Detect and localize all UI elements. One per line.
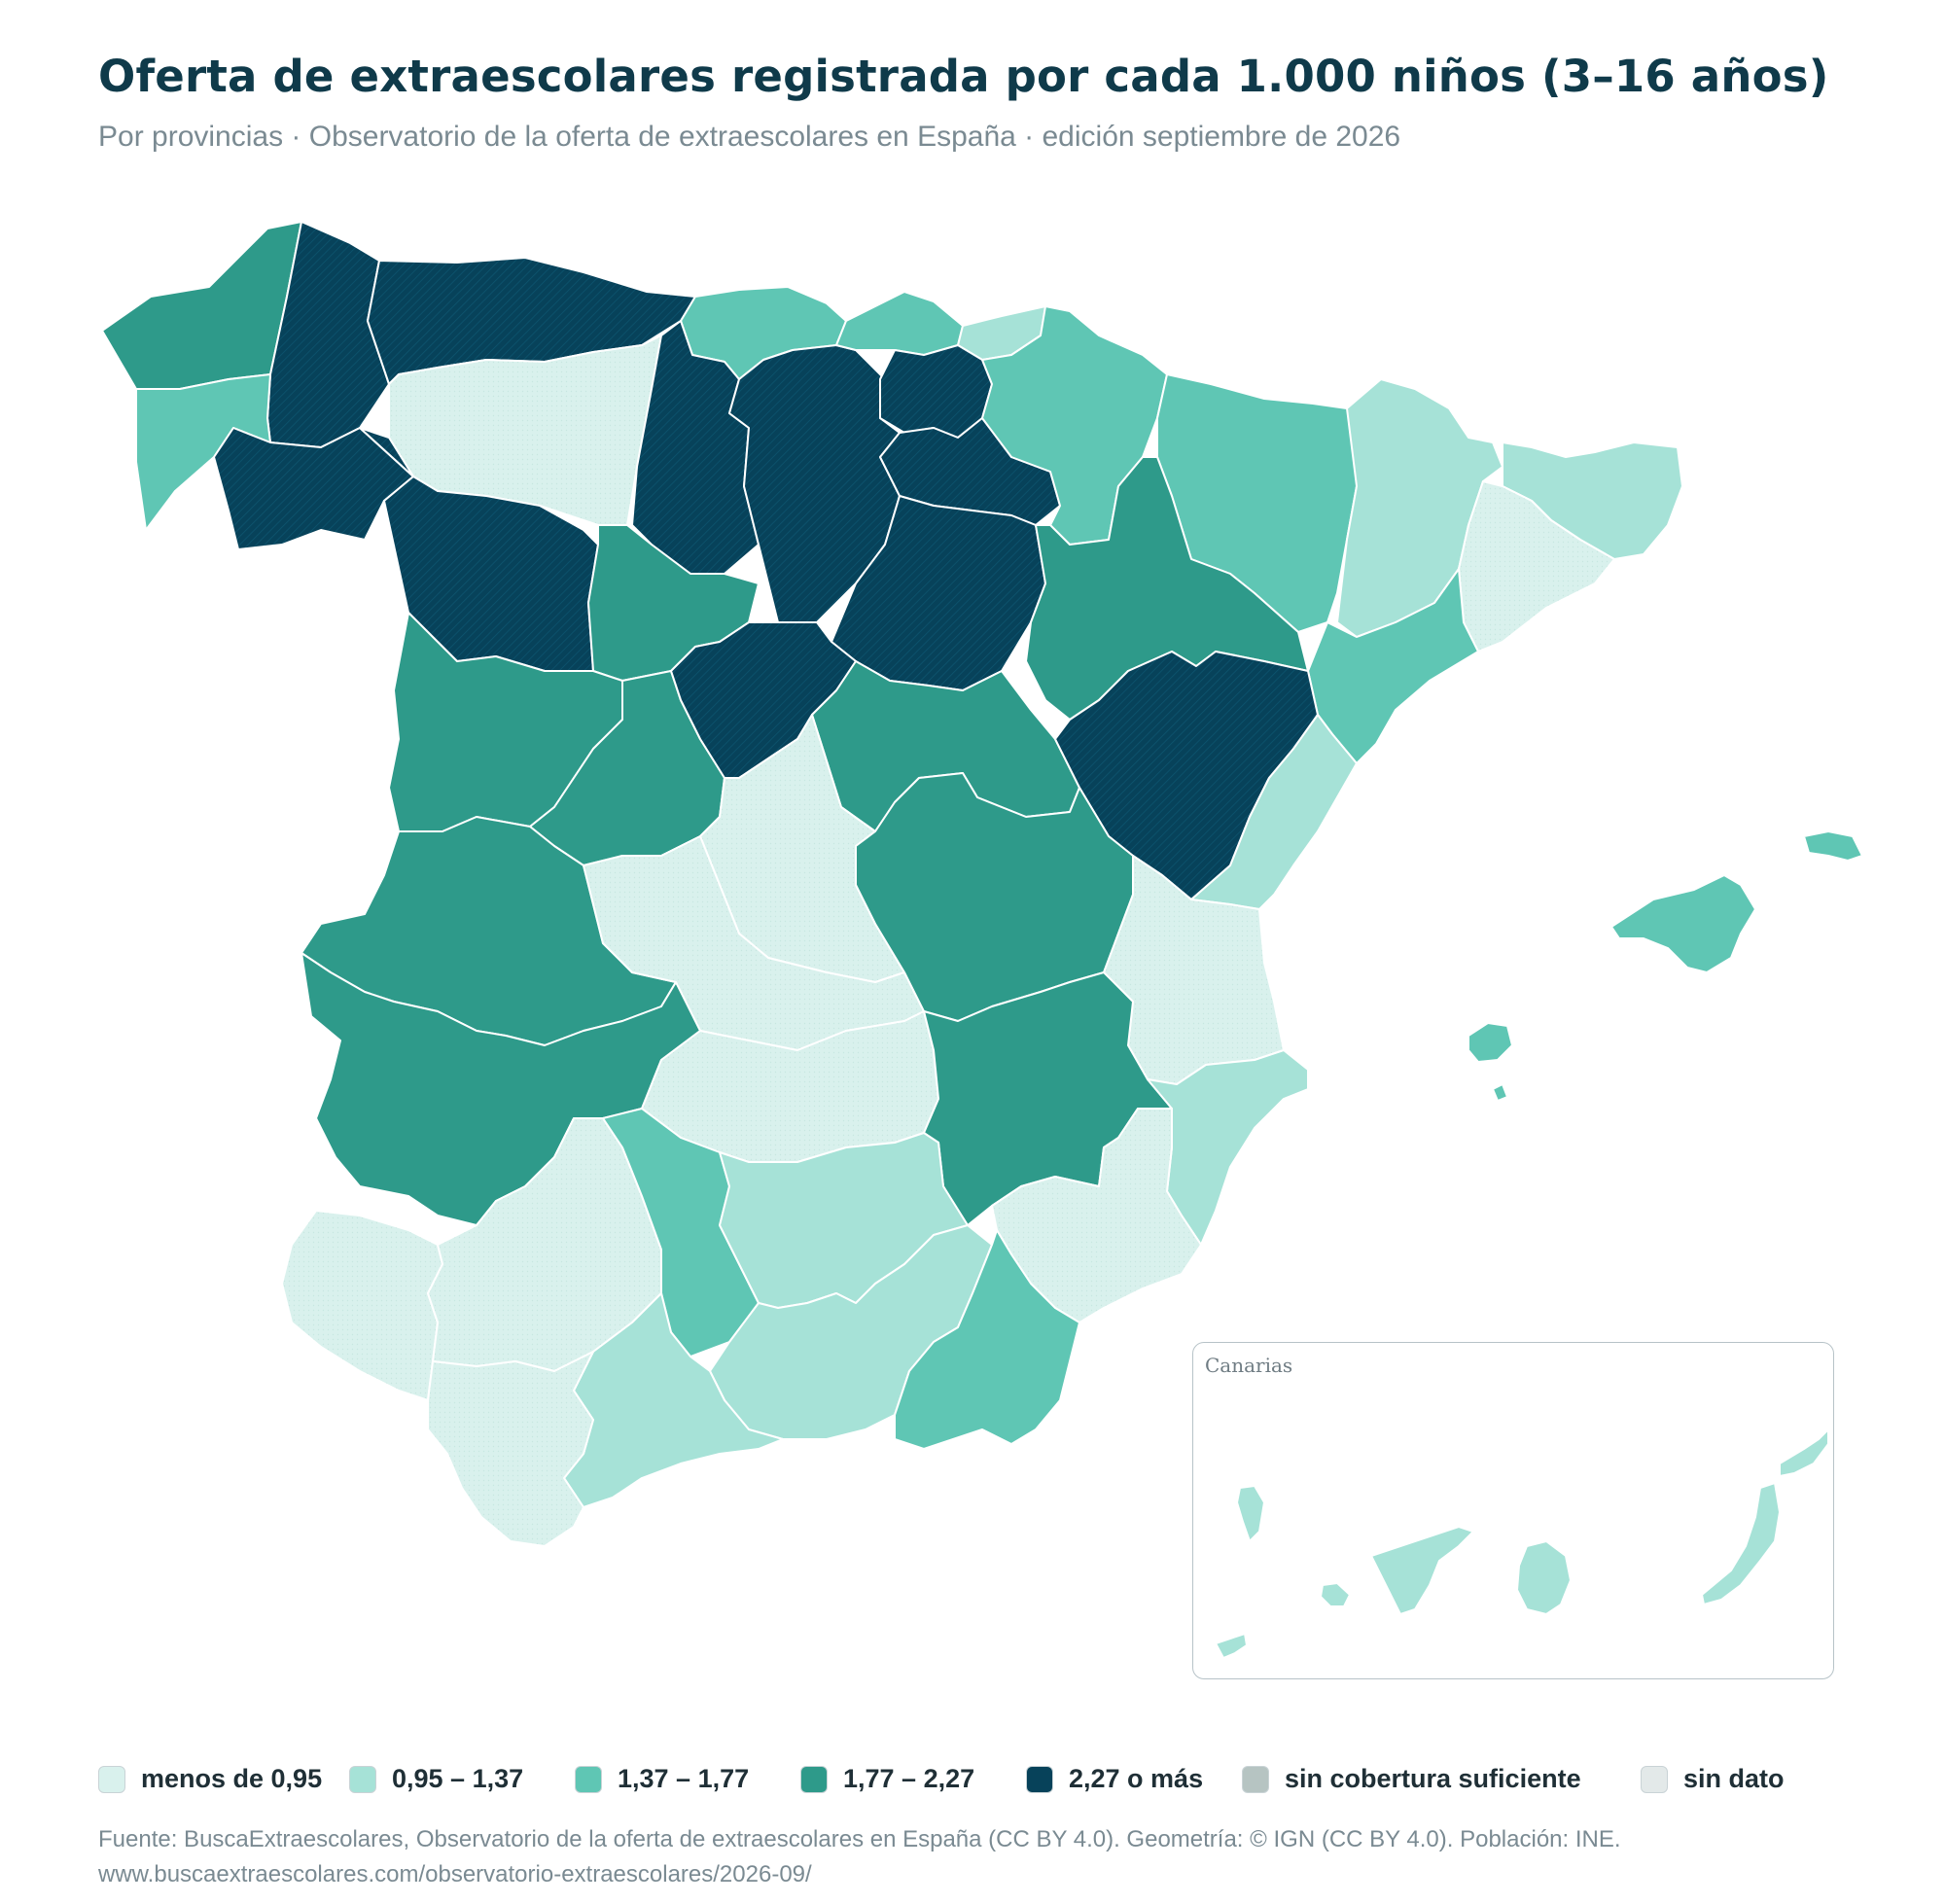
legend-swatch: [575, 1765, 602, 1793]
province-las-palmas[interactable]: Las Palmas: [1516, 1428, 1829, 1615]
legend-item-no-coverage: sin cobertura suficiente: [1242, 1764, 1581, 1794]
map-subtitle: Por provincias · Observatorio de la ofer…: [98, 121, 1401, 153]
legend-item-class-0: menos de 0,95: [98, 1764, 322, 1794]
province-almeria[interactable]: Almería: [894, 1229, 1080, 1450]
map-title: Oferta de extraescolares registrada por …: [98, 51, 1829, 102]
legend-label: sin dato: [1683, 1764, 1785, 1793]
source-url[interactable]: www.buscaextraescolares.com/observatorio…: [98, 1861, 812, 1887]
legend-swatch: [349, 1765, 376, 1793]
legend-label: 1,37 – 1,77: [618, 1764, 750, 1793]
canarias-inset-frame: [1192, 1342, 1834, 1679]
legend-swatch: [1641, 1765, 1668, 1793]
province-huelva[interactable]: Huelva: [281, 1210, 443, 1401]
source-note: Fuente: BuscaExtraescolares, Observatori…: [98, 1826, 1621, 1852]
legend-item-no-data: sin dato: [1641, 1764, 1785, 1794]
legend-item-class-3: 1,77 – 2,27: [800, 1764, 974, 1794]
legend-label: 2,27 o más: [1069, 1764, 1204, 1793]
legend-item-class-1: 0,95 – 1,37: [349, 1764, 523, 1794]
canarias-inset-label: Canarias: [1205, 1354, 1293, 1377]
legend-swatch: [98, 1765, 125, 1793]
legend-swatch: [800, 1765, 828, 1793]
legend-swatch: [1242, 1765, 1269, 1793]
legend-label: 0,95 – 1,37: [392, 1764, 524, 1793]
legend-label: 1,77 – 2,27: [843, 1764, 975, 1793]
legend-item-class-2: 1,37 – 1,77: [575, 1764, 749, 1794]
province-santa-cruz-de-tenerife[interactable]: Santa Cruz de Tenerife: [1215, 1485, 1474, 1659]
province-castellon[interactable]: Castellón: [1190, 714, 1358, 910]
legend-item-class-4: 2,27 o más: [1026, 1764, 1203, 1794]
legend-swatch: [1026, 1765, 1053, 1793]
legend-label: menos de 0,95: [141, 1764, 323, 1793]
province-cadiz[interactable]: Cádiz: [427, 1351, 594, 1547]
legend-label: sin cobertura suficiente: [1285, 1764, 1581, 1793]
province-vizcaya[interactable]: Vizcaya: [835, 291, 964, 356]
province-baleares[interactable]: Baleares: [1468, 830, 1863, 1102]
province-a-coruna[interactable]: A Coruña: [101, 221, 302, 390]
